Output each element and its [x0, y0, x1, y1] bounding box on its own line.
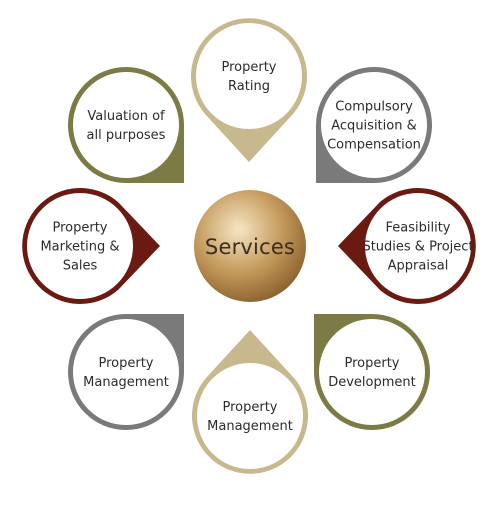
node-property-rating: Property Rating	[191, 18, 307, 162]
center-hub: Services	[194, 190, 306, 302]
node-label-line: Property	[344, 356, 399, 371]
node-label-line: Management	[207, 419, 293, 434]
node-inner-circle	[197, 363, 303, 469]
node-label-line: Property	[222, 400, 277, 415]
node-inner-circle	[27, 193, 133, 299]
node-label-line: Marketing &	[40, 240, 119, 255]
node-label-line: Development	[328, 375, 416, 390]
node-inner-circle	[196, 23, 302, 129]
node-valuation-all-purposes: Valuation of all purposes	[68, 67, 184, 183]
node-label-line: Valuation of	[87, 109, 165, 124]
node-label-line: Property	[221, 60, 276, 75]
node-label-line: all purposes	[87, 128, 166, 143]
node-inner-circle	[321, 72, 427, 178]
node-label-line: Feasibility	[386, 221, 451, 236]
node-inner-circle	[365, 193, 471, 299]
node-label-line: Appraisal	[388, 259, 449, 274]
node-label-line: Compensation	[327, 138, 421, 153]
node-inner-circle	[73, 72, 179, 178]
node-label-line: Property	[52, 221, 107, 236]
node-compulsory-acquisition: Compulsory Acquisition & Compensation	[316, 67, 432, 183]
node-property-marketing-sales: Property Marketing & Sales	[22, 188, 160, 304]
node-label-line: Sales	[63, 259, 98, 274]
node-label-line: Property	[98, 356, 153, 371]
center-label: Services	[205, 235, 295, 259]
node-inner-circle	[319, 319, 425, 425]
node-property-development: Property Development	[314, 314, 430, 430]
center-circle	[194, 190, 306, 302]
node-inner-circle	[73, 319, 179, 425]
node-property-management-bottom: Property Management	[192, 330, 308, 474]
node-feasibility-studies: Feasibility Studies & Project Appraisal	[338, 187, 476, 304]
node-label-line: Acquisition &	[331, 119, 416, 134]
node-label-line: Rating	[228, 79, 270, 94]
node-property-management-left: Property Management	[68, 314, 184, 430]
node-label-line: Compulsory	[335, 100, 413, 115]
node-label-line: Studies & Project	[362, 240, 473, 255]
node-label-line: Management	[83, 375, 169, 390]
